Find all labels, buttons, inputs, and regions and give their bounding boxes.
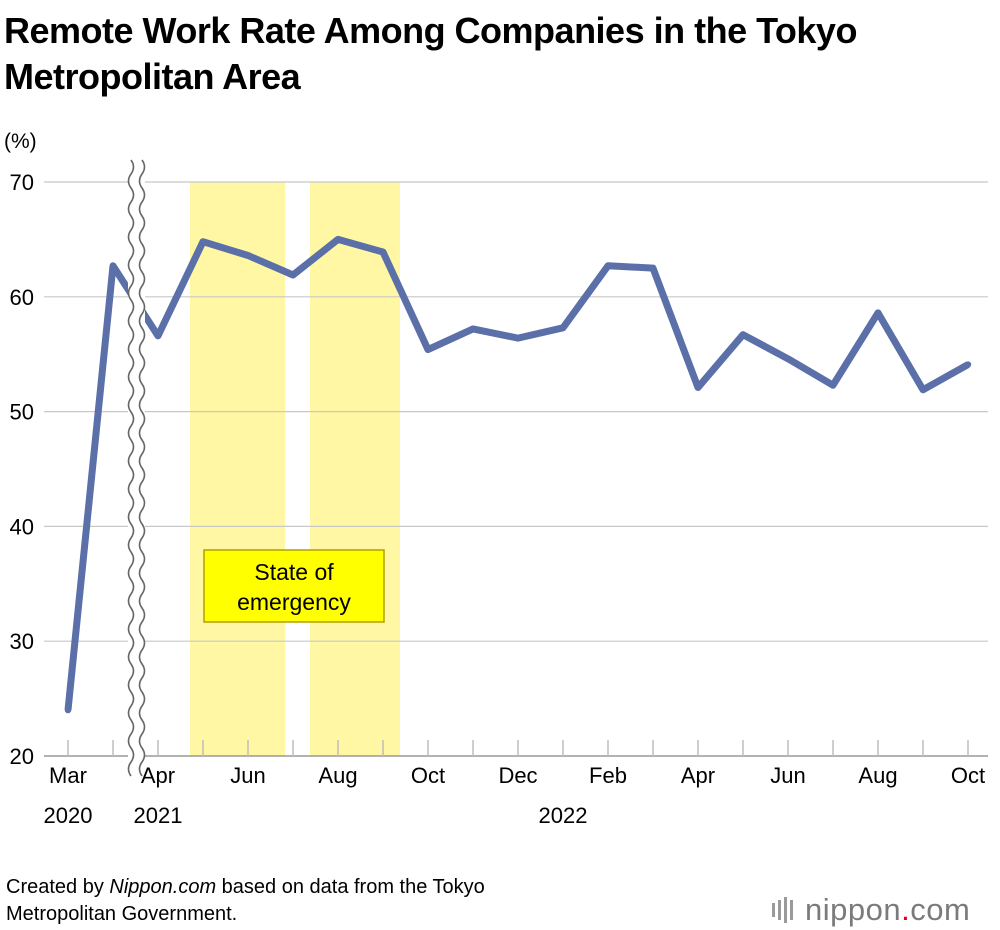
year-label-2020: 2020 <box>44 803 93 828</box>
axis-break-wave-left <box>127 159 135 777</box>
data-series <box>64 235 972 714</box>
data-point <box>964 361 972 368</box>
y-tick-label-30: 30 <box>10 629 34 654</box>
year-label-2021: 2021 <box>134 803 183 828</box>
data-point <box>334 236 342 243</box>
chart-title-line2: Metropolitan Area <box>4 56 301 97</box>
chart-title: Remote Work Rate Among Companies in the … <box>4 8 994 100</box>
credit-site: Nippon.com <box>109 876 217 898</box>
logo-tld: com <box>910 892 971 927</box>
x-tick-label: Jun <box>230 763 265 788</box>
data-point <box>559 324 567 331</box>
data-point <box>919 386 927 393</box>
shade-period-1 <box>190 182 285 756</box>
y-tick-label-50: 50 <box>10 400 34 425</box>
axis-break-marker <box>127 159 146 777</box>
x-tick-label: Oct <box>411 763 445 788</box>
data-point <box>874 309 882 317</box>
data-point <box>109 262 117 270</box>
data-point <box>694 384 702 391</box>
y-tick-label-60: 60 <box>10 285 34 310</box>
shade-period-2 <box>310 182 400 756</box>
annotation-line2: emergency <box>237 589 351 615</box>
x-tick-label: Dec <box>498 763 537 788</box>
x-axis: Mar Apr Jun Aug Oct Dec Feb Apr Jun Aug Oct 2020 202… <box>44 740 985 828</box>
x-tick-label: Apr <box>681 763 715 788</box>
line-chart: 20 30 40 50 60 70 (%) Mar Apr Jun Aug Oct Dec Feb Ap… <box>4 130 988 828</box>
y-axis: 20 30 40 50 60 70 <box>10 170 34 769</box>
credit-line1: Created by Nippon.com based on data from… <box>6 876 485 898</box>
y-tick-label-40: 40 <box>10 514 34 539</box>
chart-title-line1: Remote Work Rate Among Companies in the … <box>4 10 857 51</box>
x-tick-label: Mar <box>49 763 87 788</box>
data-point <box>784 355 792 362</box>
axis-break-wave-right <box>138 159 146 777</box>
x-tick-label: Jun <box>770 763 805 788</box>
data-point <box>289 271 297 279</box>
x-tick-label: Aug <box>318 763 357 788</box>
nippon-logo: nippon. com <box>772 890 970 930</box>
data-point <box>604 262 612 270</box>
data-point <box>424 346 432 353</box>
x-tick-label: Apr <box>141 763 175 788</box>
annotation-line1: State of <box>254 559 334 585</box>
logo-dot: . <box>901 892 911 927</box>
x-tick-label: Aug <box>858 763 897 788</box>
data-point <box>469 325 477 333</box>
year-label-2022: 2022 <box>539 803 588 828</box>
gridlines <box>44 181 988 757</box>
data-point <box>649 264 657 272</box>
y-tick-label-70: 70 <box>10 170 34 195</box>
data-point <box>154 332 162 340</box>
x-tick-label: Oct <box>951 763 985 788</box>
annotation-box <box>203 549 385 623</box>
data-point <box>244 252 252 259</box>
data-point <box>514 334 522 342</box>
data-point <box>379 248 387 256</box>
source-credit: Created by Nippon.com based on data from… <box>6 874 485 928</box>
y-tick-label-20: 20 <box>10 744 34 769</box>
data-point <box>739 331 747 338</box>
data-point <box>829 381 837 389</box>
data-point <box>64 706 72 714</box>
x-tick-label: Feb <box>589 763 627 788</box>
credit-line2: Metropolitan Government. <box>6 903 238 925</box>
logo-name: nippon <box>805 892 902 927</box>
data-point <box>199 238 207 245</box>
axis-break-gap <box>128 160 145 765</box>
shaded-periods <box>190 182 400 756</box>
nippon-logo-icon <box>772 897 793 923</box>
state-of-emergency-label: State of emergency <box>203 549 385 623</box>
y-axis-unit: (%) <box>4 130 37 153</box>
